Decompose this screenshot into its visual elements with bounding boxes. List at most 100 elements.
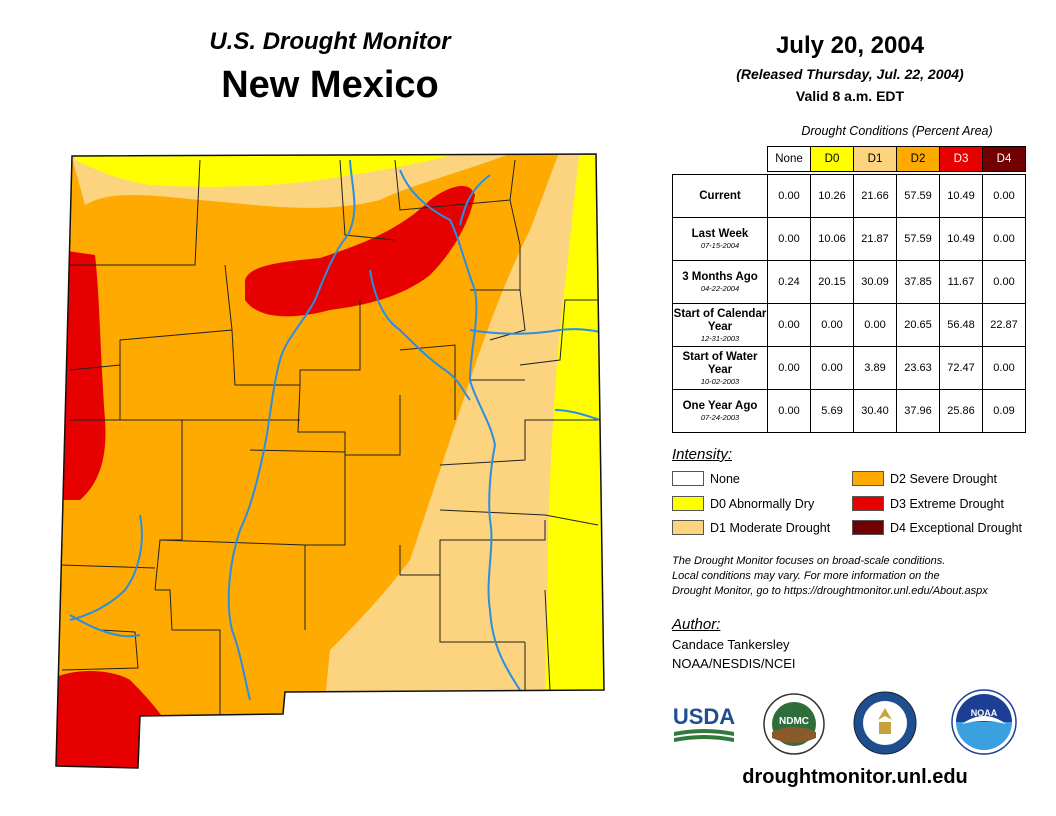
- about-link-text[interactable]: Drought Monitor, go to https://droughtmo…: [672, 585, 988, 597]
- table-cell: 21.87: [853, 217, 897, 261]
- row-date: 12-31-2003: [700, 333, 740, 343]
- table-cell: 5.69: [810, 389, 854, 433]
- table-cell: 10.49: [939, 174, 983, 218]
- legend-item-none: None: [672, 471, 740, 486]
- table-cell: 10.49: [939, 217, 983, 261]
- row-label: Last Week 07-15-2004: [672, 217, 768, 261]
- table-cell: 0.09: [982, 389, 1026, 433]
- legend-item-d1: D1 Moderate Drought: [672, 520, 830, 535]
- row-date: 10-02-2003: [700, 376, 740, 386]
- table-cell: 0.00: [767, 217, 811, 261]
- table-cell: 21.66: [853, 174, 897, 218]
- legend-swatch: [672, 496, 704, 511]
- table-cell: 30.09: [853, 260, 897, 304]
- d0-north-region: [75, 154, 470, 187]
- table-cell: 72.47: [939, 346, 983, 390]
- legend-swatch: [852, 471, 884, 486]
- website-url[interactable]: droughtmonitor.unl.edu: [742, 766, 968, 788]
- drought-stats-table: None D0 D1 D2 D3 D4 Current 0.00 10.26 2…: [672, 146, 1026, 433]
- table-cell: 3.89: [853, 346, 897, 390]
- row-date: 04-22-2004: [700, 284, 740, 293]
- map-date: July 20, 2004: [775, 32, 925, 59]
- table-cell: 11.67: [939, 260, 983, 304]
- map-title: U.S. Drought Monitor: [209, 28, 451, 55]
- table-cell: 22.87: [982, 303, 1026, 347]
- row-label: Start of Water Year 10-02-2003: [672, 346, 768, 390]
- table-cell: 0.00: [767, 389, 811, 433]
- release-date: (Released Thursday, Jul. 22, 2004): [736, 66, 964, 82]
- usda-logo: USDA: [673, 704, 735, 742]
- legend-swatch: [852, 496, 884, 511]
- legend-item-d0: D0 Abnormally Dry: [672, 496, 814, 511]
- svg-text:NOAA: NOAA: [971, 708, 998, 718]
- row-date: 07-24-2003: [700, 413, 740, 422]
- disclaimer-note: The Drought Monitor focuses on broad-sca…: [672, 554, 1052, 599]
- d3-north-region: [245, 185, 475, 317]
- author-name: Candace Tankersley: [672, 637, 790, 652]
- table-row: Last Week 07-15-2004 0.00 10.06 21.87 57.…: [672, 217, 1026, 261]
- table-cell: 30.40: [853, 389, 897, 433]
- table-cell: 0.24: [767, 260, 811, 304]
- table-cell: 10.06: [810, 217, 854, 261]
- table-cell: 20.65: [896, 303, 940, 347]
- noaa-logo: NOAA: [951, 689, 1017, 755]
- d3-southwest-region: [56, 671, 165, 768]
- table-cell: 0.00: [810, 303, 854, 347]
- table-cell: 10.26: [810, 174, 854, 218]
- state-outline: [55, 153, 605, 769]
- d1-east-region: [325, 154, 600, 700]
- col-d3: D3: [939, 146, 983, 172]
- author-title: Author:: [672, 616, 721, 633]
- commerce-seal-logo: [853, 691, 917, 755]
- row-label: Current: [672, 174, 768, 218]
- table-cell: 20.15: [810, 260, 854, 304]
- ndmc-logo: NDMC: [763, 693, 825, 755]
- table-cell: 25.86: [939, 389, 983, 433]
- legend-item-d4: D4 Exceptional Drought: [852, 520, 1022, 535]
- legend-title: Intensity:: [672, 446, 733, 463]
- col-d0: D0: [810, 146, 854, 172]
- table-cell: 56.48: [939, 303, 983, 347]
- svg-text:NDMC: NDMC: [779, 716, 809, 727]
- table-cell: 0.00: [982, 217, 1026, 261]
- d3-west-region: [60, 250, 106, 500]
- table-cell: 57.59: [896, 174, 940, 218]
- table-row: One Year Ago 07-24-2003 0.00 5.69 30.40 3…: [672, 389, 1026, 433]
- col-d1: D1: [853, 146, 897, 172]
- legend-item-d2: D2 Severe Drought: [852, 471, 997, 486]
- d0-east-region: [545, 154, 604, 700]
- table-cell: 0.00: [767, 303, 811, 347]
- table-cell: 37.96: [896, 389, 940, 433]
- table-header-row: None D0 D1 D2 D3 D4: [673, 146, 1026, 172]
- legend-swatch: [852, 520, 884, 535]
- row-label: Start of Calendar Year 12-31-2003: [672, 303, 768, 347]
- table-cell: 0.00: [810, 346, 854, 390]
- svg-text:USDA: USDA: [673, 704, 735, 729]
- col-d2: D2: [896, 146, 940, 172]
- author-org: NOAA/NESDIS/NCEI: [672, 656, 796, 671]
- row-date: 07-15-2004: [700, 241, 740, 250]
- col-none: None: [767, 146, 811, 172]
- row-label: 3 Months Ago 04-22-2004: [672, 260, 768, 304]
- drought-map: [55, 153, 605, 769]
- table-cell: 23.63: [896, 346, 940, 390]
- table-cell: 0.00: [982, 174, 1026, 218]
- table-row: Start of Calendar Year 12-31-2003 0.00 0.…: [672, 303, 1026, 347]
- table-row: Start of Water Year 10-02-2003 0.00 0.00 …: [672, 346, 1026, 390]
- table-cell: 0.00: [853, 303, 897, 347]
- legend-swatch: [672, 471, 704, 486]
- state-name: New Mexico: [221, 64, 439, 106]
- table-cell: 37.85: [896, 260, 940, 304]
- table-cell: 0.00: [982, 260, 1026, 304]
- rivers: [69, 159, 601, 701]
- legend-item-d3: D3 Extreme Drought: [852, 496, 1004, 511]
- table-row: Current 0.00 10.26 21.66 57.59 10.49 0.0…: [672, 174, 1026, 218]
- valid-time: Valid 8 a.m. EDT: [795, 88, 905, 104]
- header-blank-cell: [673, 147, 768, 172]
- row-label: One Year Ago 07-24-2003: [672, 389, 768, 433]
- table-cell: 57.59: [896, 217, 940, 261]
- table-cell: 0.00: [767, 346, 811, 390]
- table-row: 3 Months Ago 04-22-2004 0.24 20.15 30.09 …: [672, 260, 1026, 304]
- table-caption: Drought Conditions (Percent Area): [801, 124, 993, 138]
- table-cell: 0.00: [767, 174, 811, 218]
